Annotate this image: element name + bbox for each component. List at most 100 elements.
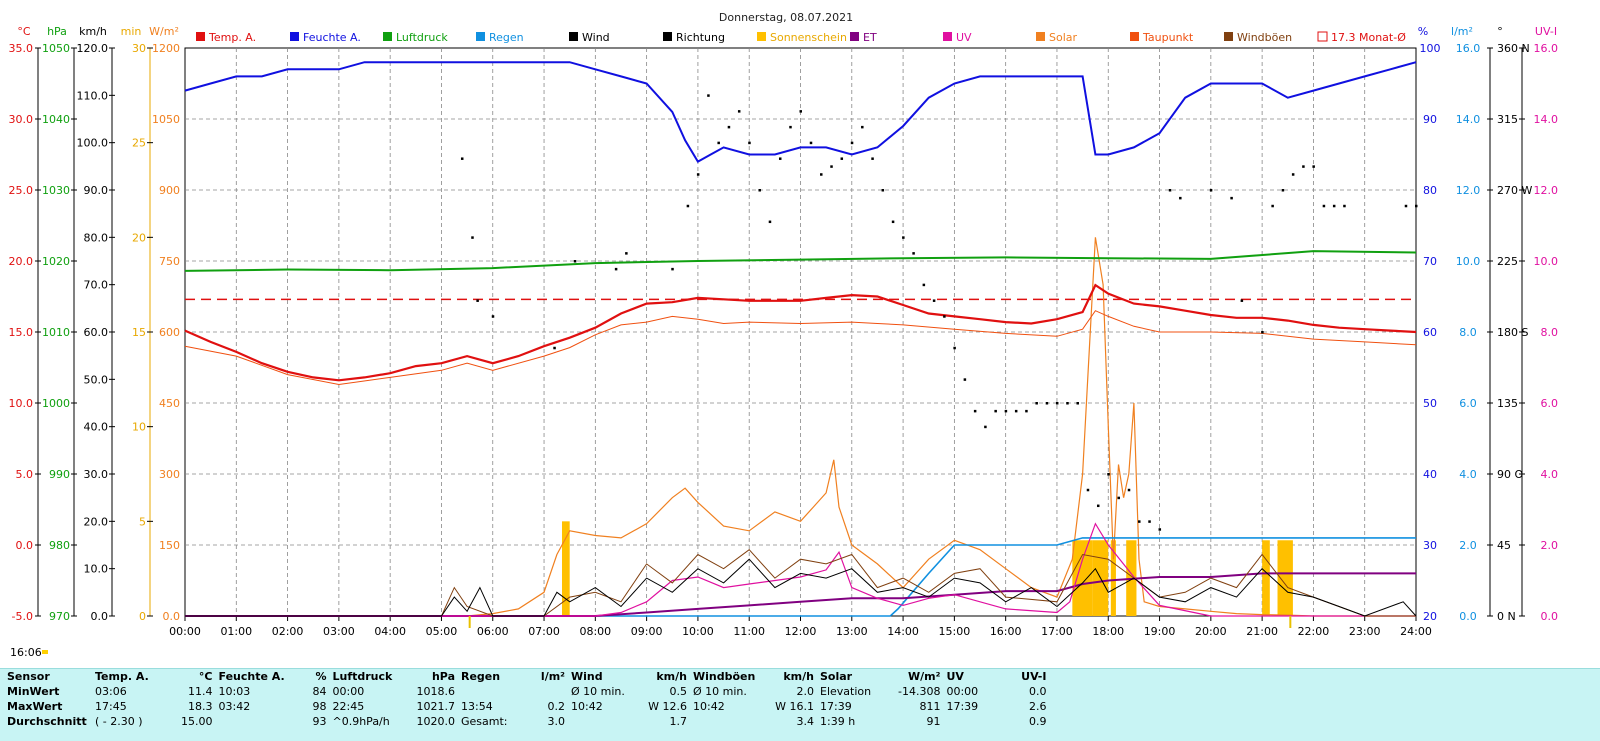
temp-axis-label: 35.0	[9, 42, 34, 55]
uv-axis-label: 6.0	[1541, 397, 1559, 410]
direction-point	[625, 252, 628, 255]
summary-cell: 2.6	[1028, 700, 1047, 713]
direction-point	[840, 157, 844, 160]
summary-row-max: MaxWert 17:45 18.3 03:42 98 22:45 1021.7…	[4, 699, 1049, 714]
summary-header-rain-unit: l/m²	[540, 670, 565, 683]
rain-axis-label: 2.0	[1459, 539, 1477, 552]
summary-cell: 0.0	[1028, 685, 1047, 698]
x-tick-label: 17:00	[1041, 625, 1073, 638]
summary-cell: 1021.7	[416, 700, 456, 713]
rain-axis-unit: l/m²	[1451, 25, 1473, 38]
uv-axis-label: 4.0	[1541, 468, 1559, 481]
direction-point	[671, 267, 674, 271]
rain-axis-label: 8.0	[1459, 326, 1477, 339]
summary-cell: -14.308	[898, 685, 941, 698]
summary-cell: ^0.9hPa/h	[332, 715, 390, 728]
legend-label: Luftdruck	[396, 31, 448, 44]
x-tick-label: 08:00	[579, 625, 611, 638]
legend-swatch	[943, 32, 952, 41]
summary-header-gust: Windböen	[693, 670, 756, 683]
summary-header-temp-unit: °C	[198, 670, 213, 683]
summary-cell: W 16.1	[775, 700, 814, 713]
uv-line	[185, 522, 1416, 617]
summary-cell: 2.0	[796, 685, 815, 698]
direction-point	[1343, 204, 1346, 208]
summary-row-min: MinWert 03:06 11.4 10:03 84 00:00 1018.6…	[4, 684, 1049, 699]
x-tick-label: 19:00	[1144, 625, 1176, 638]
x-tick-label: 12:00	[785, 625, 817, 638]
summary-header-press-unit: hPa	[431, 670, 455, 683]
summary-header-solar-unit: W/m²	[908, 670, 941, 683]
legend-label: Regen	[489, 31, 524, 44]
x-tick-label: 06:00	[477, 625, 509, 638]
direction-point	[1179, 196, 1182, 200]
x-tick-label: 03:00	[323, 625, 355, 638]
legend-swatch	[196, 32, 205, 41]
legend-swatch	[850, 32, 859, 41]
direction-point	[1076, 402, 1079, 405]
direction-point	[912, 252, 915, 255]
et-line	[185, 572, 1416, 617]
x-tick-label: 14:00	[887, 625, 919, 638]
rain-axis-label: 0.0	[1459, 610, 1477, 623]
legend-swatch	[1224, 32, 1233, 41]
summary-header-row: Sensor Temp. A. °C Feuchte A. % Luftdruc…	[4, 669, 1049, 684]
rain-line	[185, 537, 1416, 617]
pressure-axis-label: 1040	[42, 113, 70, 126]
chart-title: Donnerstag, 08.07.2021	[719, 11, 853, 24]
direction-point	[758, 189, 761, 192]
sunshine-bar	[1277, 540, 1293, 616]
summary-cell: 3.0	[547, 715, 566, 728]
direction-point	[748, 141, 751, 145]
direction-point	[1302, 165, 1305, 168]
summary-cell: 17:45	[95, 700, 127, 713]
summary-cell: 1020.0	[416, 715, 456, 728]
wind-axis-label: 10.0	[84, 563, 109, 576]
weather-chart: Donnerstag, 08.07.2021 00:00 01:00 02:00 03:…	[9, 11, 1559, 659]
wind-axis-label: 110.0	[77, 89, 109, 102]
summary-cell: 0.5	[669, 685, 688, 698]
pressure-line	[184, 250, 1417, 272]
x-tick-label: 11:00	[733, 625, 765, 638]
summary-cell: 13:54	[461, 700, 493, 713]
rain-axis-label: 16.0	[1456, 42, 1481, 55]
pressure-axis-label: 1000	[42, 397, 70, 410]
direction-point	[573, 260, 577, 263]
direction-point	[1066, 402, 1069, 405]
sunshine-axis-label: 20	[132, 231, 146, 244]
sunshine-bar	[1072, 540, 1093, 616]
direction-point	[1261, 331, 1264, 334]
direction-point	[614, 267, 618, 271]
rain-axis-label: 10.0	[1456, 255, 1481, 268]
legend-label: Temp. A.	[208, 31, 256, 44]
direction-axis-label: 135	[1497, 397, 1518, 410]
direction-point	[696, 173, 700, 176]
summary-header-uv: UV	[946, 670, 964, 683]
solar-axis-label: 0.0	[163, 610, 181, 623]
sunshine-axis-label: 5	[139, 515, 146, 528]
summary-header-gust-unit: km/h	[783, 670, 814, 683]
direction-point	[491, 315, 495, 318]
uv-axis-label: 10.0	[1534, 255, 1559, 268]
summary-cell: 0.2	[547, 700, 566, 713]
direction-axis-label: 90 O	[1497, 468, 1523, 481]
legend-swatch	[383, 32, 392, 41]
summary-cell	[458, 684, 534, 699]
pressure-axis-label: 980	[49, 539, 70, 552]
temp-axis-label: -5.0	[12, 610, 33, 623]
direction-point	[1332, 204, 1336, 208]
direction-point	[1230, 196, 1233, 200]
summary-cell: 91	[926, 715, 941, 728]
humidity-axis-label: 30	[1423, 539, 1437, 552]
wind-axis-label: 40.0	[84, 421, 109, 434]
dewpoint-line	[184, 310, 1417, 386]
wind-axis-label: 90.0	[84, 184, 109, 197]
direction-axis-label: 225	[1497, 255, 1518, 268]
x-tick-label: 07:00	[528, 625, 560, 638]
wind-axis-label: 70.0	[84, 279, 109, 292]
summary-header-hum-unit: %	[315, 670, 327, 683]
sunshine-axis-label: 25	[132, 137, 146, 150]
humidity-axis-label: 100	[1420, 42, 1441, 55]
x-tick-label: 24:00	[1400, 625, 1432, 638]
direction-point	[861, 125, 864, 129]
